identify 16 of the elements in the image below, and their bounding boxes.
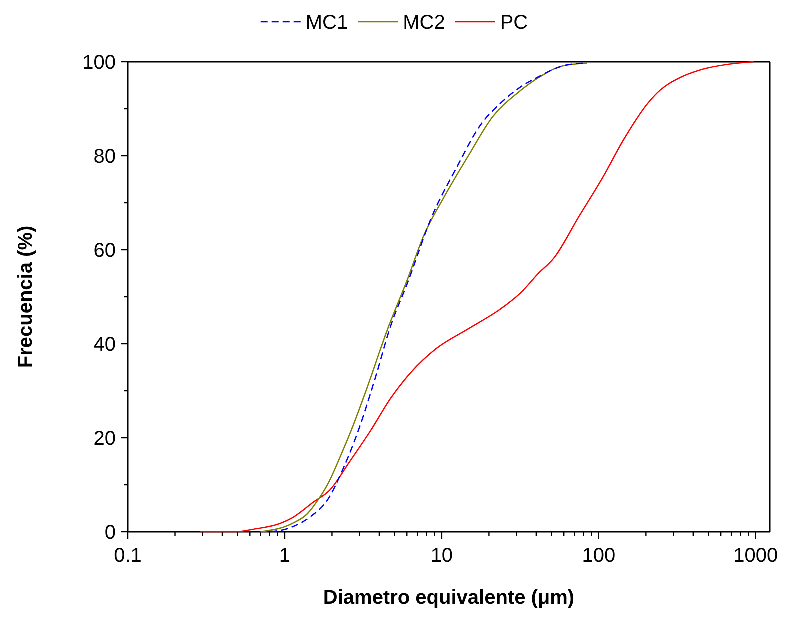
- legend-label: MC1: [306, 12, 348, 34]
- y-tick-label: 100: [82, 52, 116, 74]
- legend-label: PC: [500, 12, 528, 34]
- x-tick-label: 1000: [734, 545, 778, 567]
- x-axis-title: Diametro equivalente (μm): [323, 587, 575, 609]
- x-tick-label: 10: [430, 545, 454, 567]
- x-tick-label: 0.1: [114, 545, 142, 567]
- y-tick-label: 0: [104, 522, 116, 544]
- legend-label: MC2: [403, 12, 446, 34]
- x-tick-label: 100: [582, 545, 616, 567]
- x-tick-label: 1: [279, 545, 291, 567]
- y-tick-label: 60: [94, 240, 116, 262]
- y-tick-label: 80: [94, 146, 116, 168]
- y-tick-label: 40: [94, 334, 116, 356]
- y-tick-label: 20: [94, 428, 116, 450]
- y-axis-title: Frecuencia (%): [15, 226, 37, 368]
